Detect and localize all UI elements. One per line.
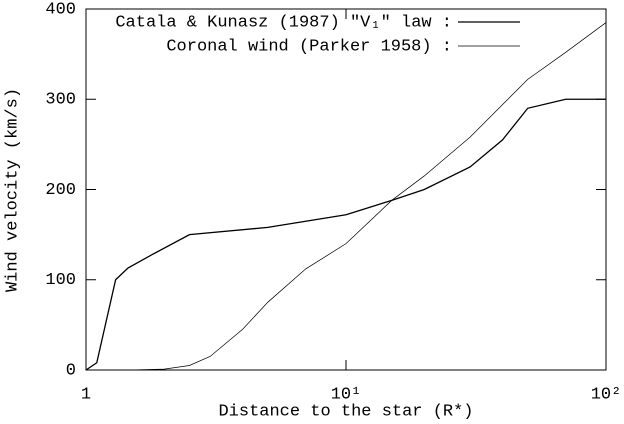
series-line [86,22,607,371]
y-axis-label: Wind velocity (km/s) [3,88,22,292]
legend-label: Coronal wind (Parker 1958) : [166,37,452,56]
y-tick-label: 0 [66,361,76,380]
y-tick-label: 300 [45,91,76,110]
x-axis-label: Distance to the star (R*) [218,402,473,421]
y-tick-label: 100 [45,271,76,290]
series-line [85,98,606,371]
x-tick-label: 10² [591,385,622,404]
plot-frame [85,8,607,371]
y-tick-label: 400 [45,0,76,19]
y-tick-label: 200 [45,181,76,200]
x-tick-label: 1 [81,385,91,404]
x-tick-label: 10¹ [331,385,362,404]
legend-label: Catala & Kunasz (1987) ″V₁″ law : [115,13,452,32]
